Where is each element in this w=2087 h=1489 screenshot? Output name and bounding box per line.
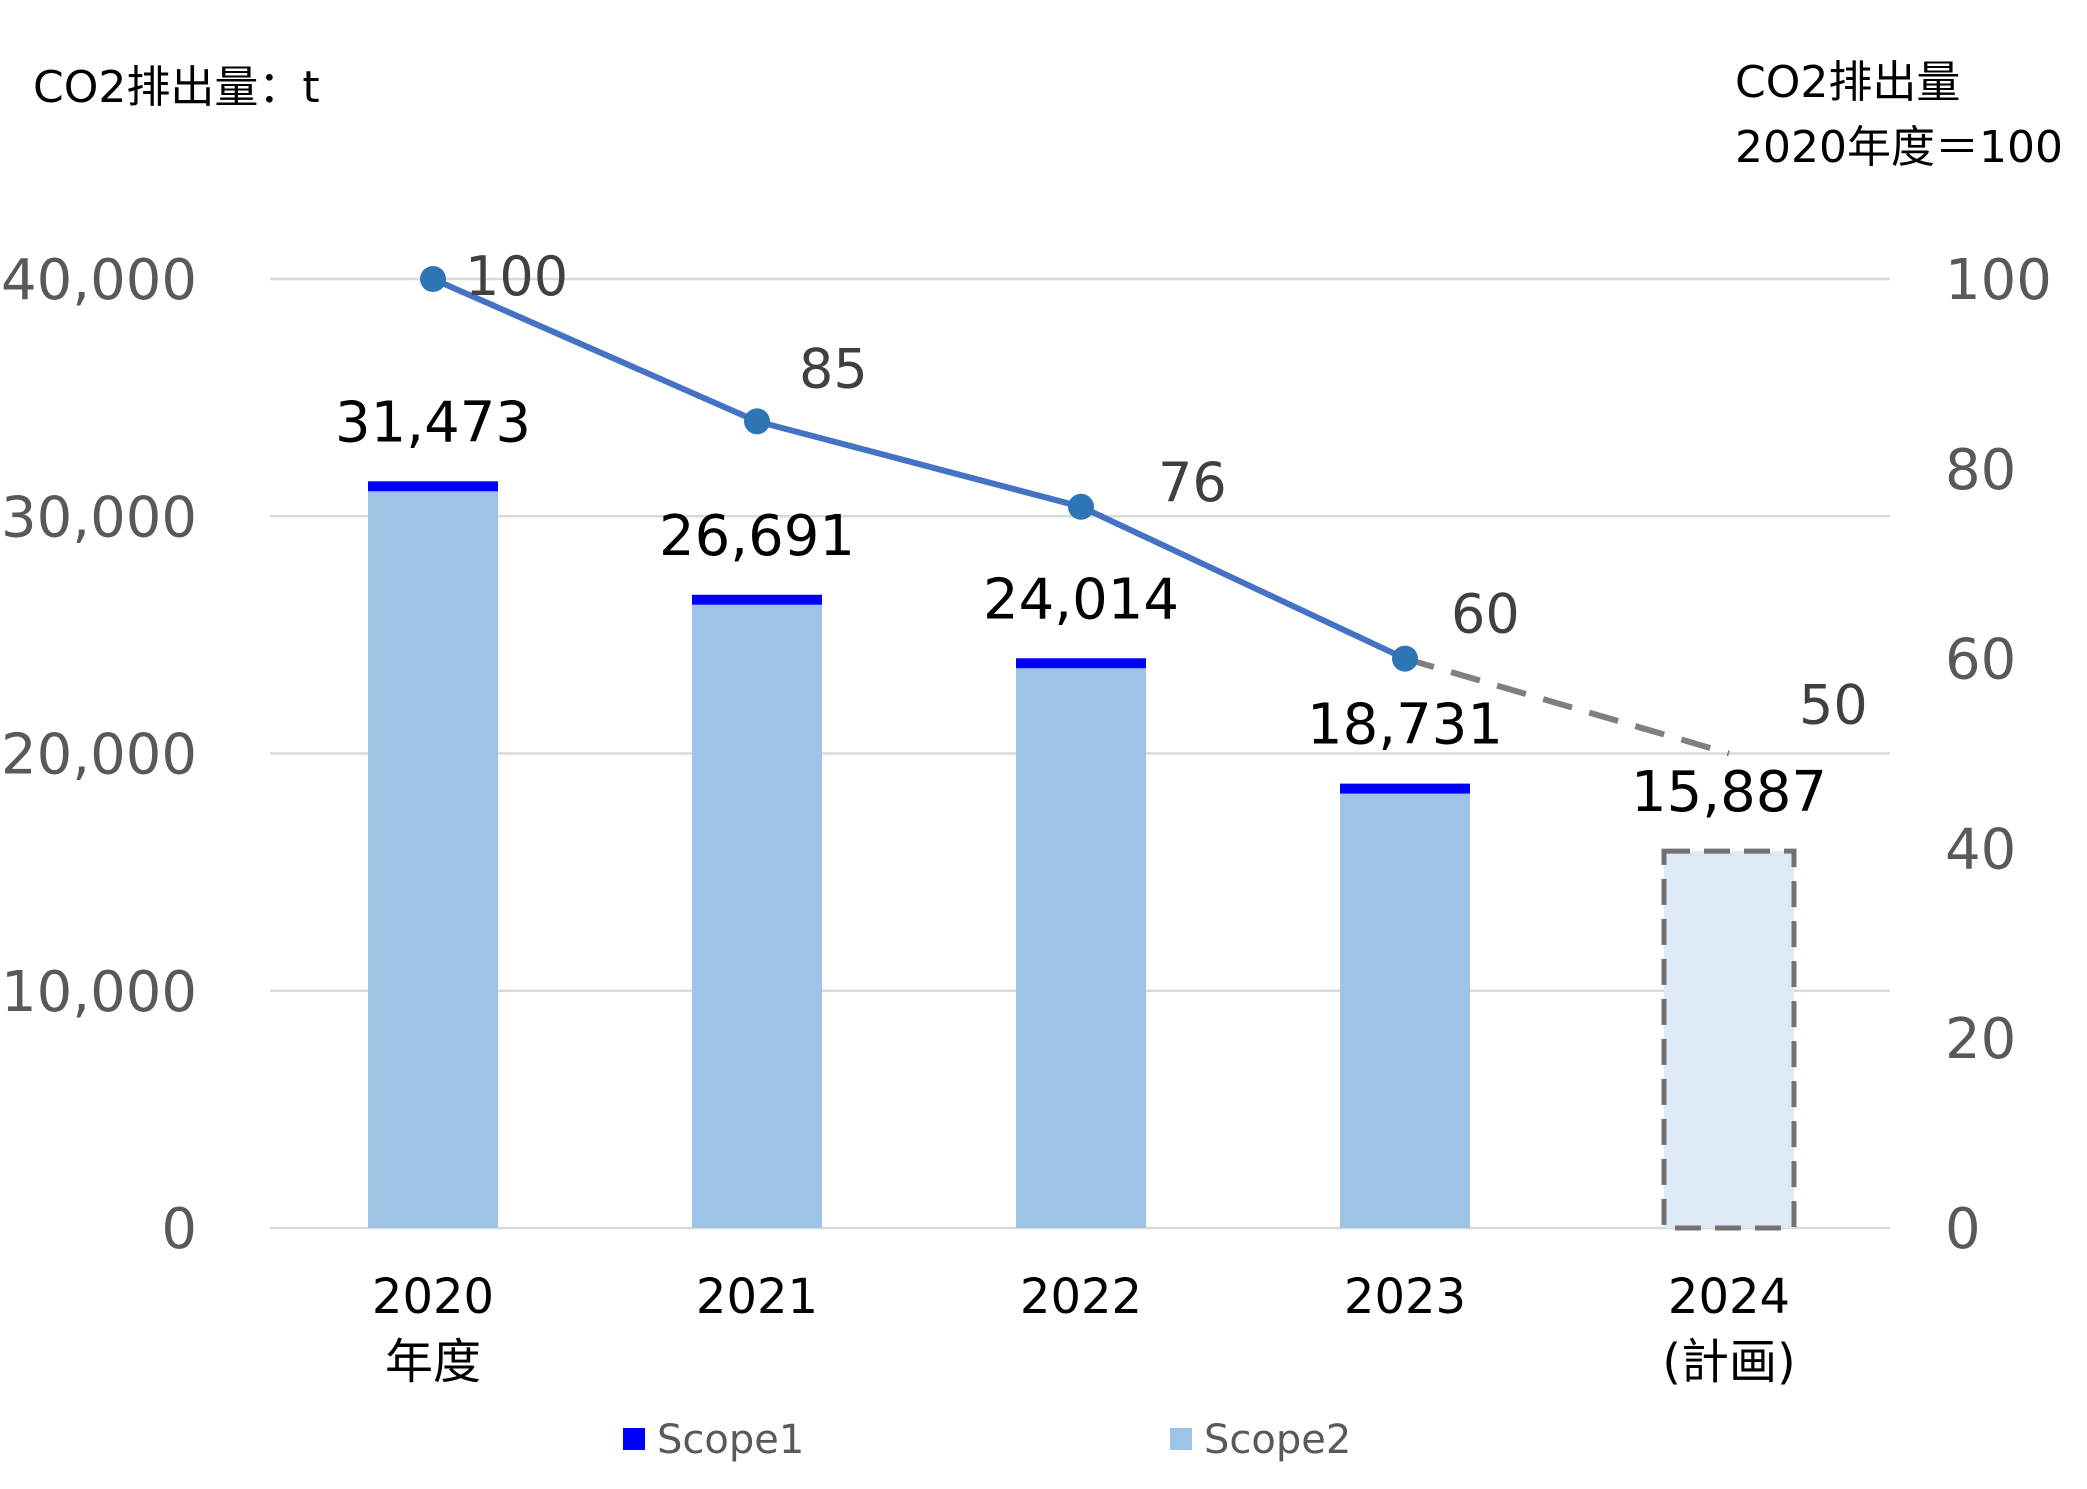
index-marker: [1392, 645, 1418, 672]
legend-label: Scope1: [657, 1417, 804, 1463]
legend-swatch: [1170, 1428, 1192, 1450]
total-label: 15,887: [1631, 760, 1827, 825]
total-label: 31,473: [335, 390, 531, 455]
index-marker: [744, 408, 770, 435]
scope2-bar: [692, 604, 822, 1228]
legend: Scope1 Scope2: [623, 1417, 1351, 1463]
legend-swatch: [623, 1428, 645, 1450]
scope1-bar: [368, 481, 498, 492]
left-axis-ticks: 0 10,000 20,000 30,000 40,000: [1, 248, 197, 1262]
index-label: 50: [1799, 674, 1868, 737]
index-marker: [420, 266, 446, 292]
index-label: 100: [465, 245, 568, 308]
right-axis-title-line2: 2020年度＝100: [1735, 122, 2063, 173]
category-sublabel: (計画): [1662, 1334, 1795, 1390]
legend-label: Scope2: [1204, 1417, 1351, 1463]
right-tick-label: 100: [1945, 248, 2052, 313]
right-tick-label: 60: [1945, 628, 2016, 693]
category-sublabel: 年度: [385, 1334, 481, 1390]
index-line-planned: [1404, 655, 1730, 757]
category-labels: 2020 年度 2021 2022 2023 2024 (計画): [372, 1269, 1796, 1390]
planned-bar: [1661, 848, 1797, 1231]
index-marker: [1068, 493, 1094, 520]
right-tick-label: 20: [1945, 1007, 2016, 1072]
category-label: 2020: [372, 1269, 494, 1325]
left-tick-label: 0: [161, 1197, 197, 1262]
index-line-actual: [431, 276, 1407, 662]
category-label: 2022: [1020, 1269, 1142, 1325]
index-line: 100 85 76 60 50: [420, 245, 1868, 757]
scope2-bar: [1340, 793, 1470, 1228]
left-tick-label: 30,000: [1, 485, 197, 550]
scope1-bar: [1016, 658, 1146, 669]
total-label: 24,014: [983, 567, 1179, 632]
scope1-bar: [692, 594, 822, 605]
index-label: 85: [799, 337, 868, 400]
category-label: 2021: [696, 1269, 818, 1325]
left-tick-label: 10,000: [1, 960, 197, 1025]
category-label: 2024: [1668, 1269, 1790, 1325]
right-tick-label: 0: [1945, 1197, 1981, 1262]
left-axis-title: CO2排出量：t: [33, 62, 320, 113]
index-label: 60: [1451, 583, 1520, 646]
left-tick-label: 40,000: [1, 248, 197, 313]
bars: [368, 481, 1797, 1231]
scope2-bar: [368, 491, 498, 1228]
right-tick-label: 40: [1945, 817, 2016, 882]
index-label: 76: [1158, 451, 1227, 514]
right-axis-title-line1: CO2排出量: [1735, 57, 1960, 108]
total-label: 18,731: [1307, 693, 1503, 758]
scope1-bar: [1340, 783, 1470, 794]
category-label: 2023: [1344, 1269, 1466, 1325]
right-tick-label: 80: [1945, 438, 2016, 503]
total-label: 26,691: [659, 504, 855, 569]
scope2-bar: [1016, 668, 1146, 1228]
left-tick-label: 20,000: [1, 723, 197, 788]
total-labels: 31,473 26,691 24,014 18,731 15,887: [335, 390, 1827, 825]
right-axis-ticks: 0 20 40 60 80 100: [1945, 248, 2052, 1262]
